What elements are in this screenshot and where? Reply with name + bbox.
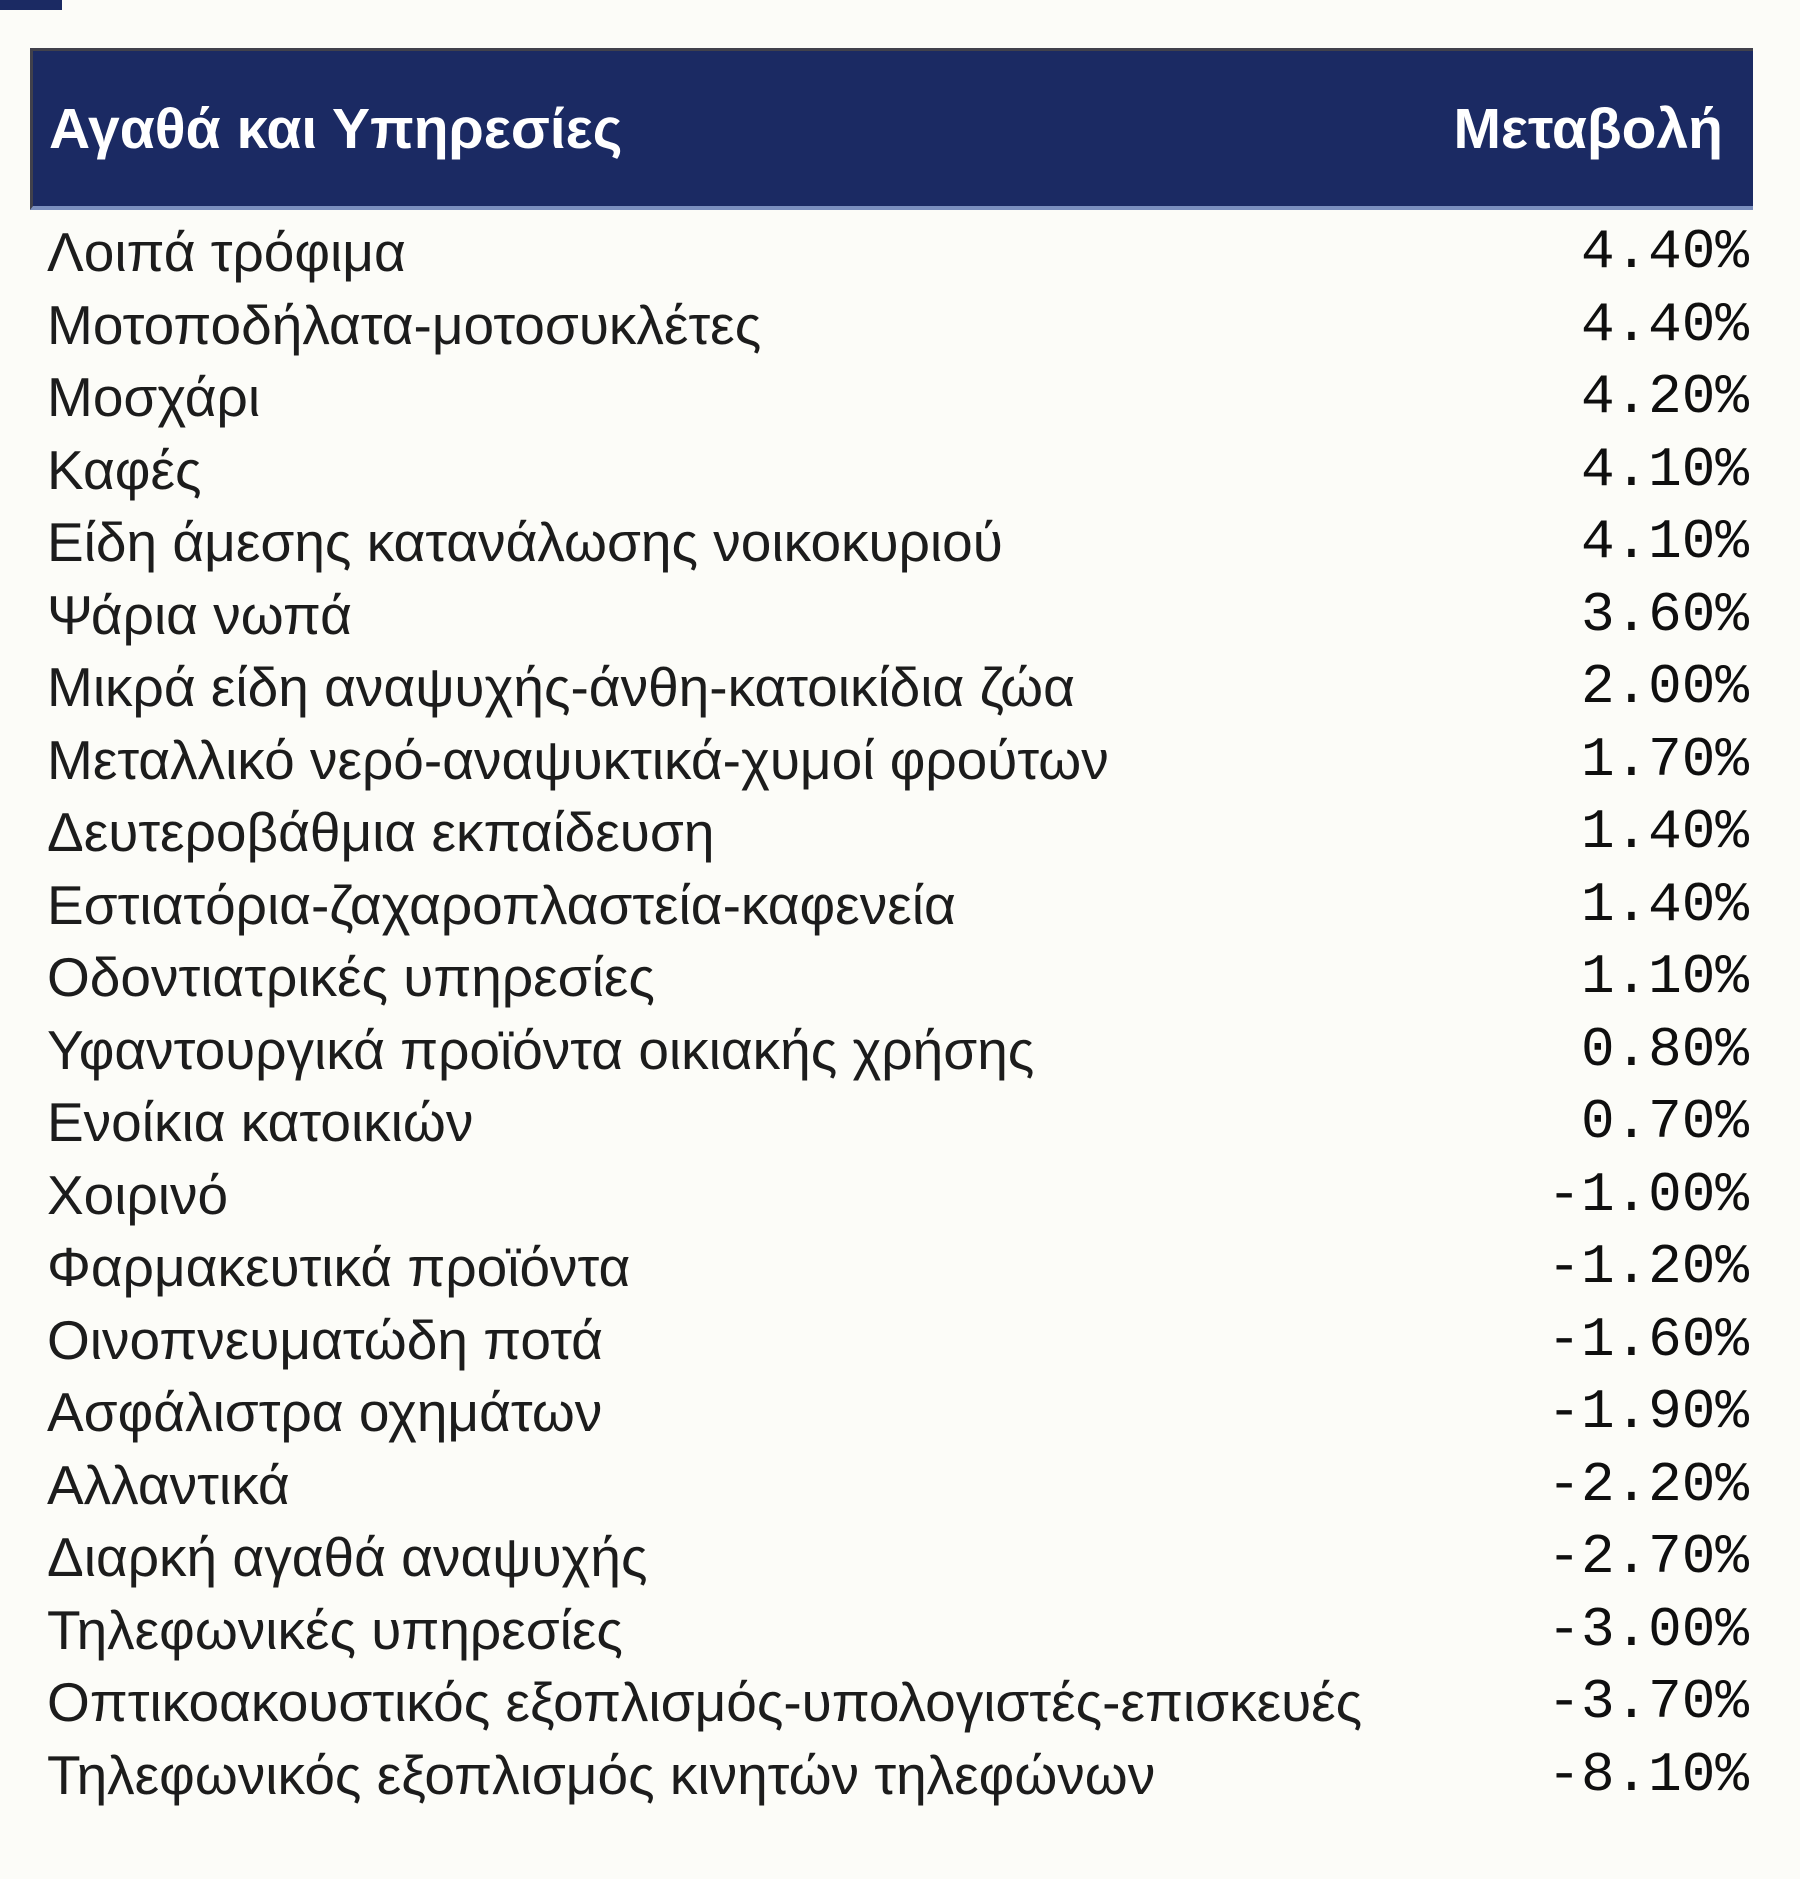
table-row: Είδη άμεσης κατανάλωσης νοικοκυριού 4.10% — [30, 506, 1753, 579]
change-value: 4.40% — [1580, 292, 1749, 357]
table-row: Διαρκή αγαθά αναψυχής -2.70% — [30, 1521, 1753, 1594]
category-label: Διαρκή αγαθά αναψυχής — [47, 1526, 648, 1589]
table-row: Εστιατόρια-ζαχαροπλαστεία-καφενεία 1.40% — [30, 869, 1753, 942]
table-row: Ασφάλιστρα οχημάτων -1.90% — [30, 1376, 1753, 1449]
category-label: Τηλεφωνικός εξοπλισμός κινητών τηλεφώνων — [47, 1743, 1156, 1806]
category-label: Υφαντουργικά προϊόντα οικιακής χρήσης — [47, 1018, 1035, 1081]
table-row: Μοσχάρι 4.20% — [30, 361, 1753, 434]
category-label: Καφές — [47, 438, 202, 501]
change-value: 1.40% — [1580, 872, 1749, 937]
category-label: Αλλαντικά — [47, 1453, 290, 1516]
column-header-goods-services: Αγαθά και Υπηρεσίες — [49, 96, 623, 161]
change-value: -3.70% — [1547, 1670, 1749, 1735]
table-body: Λοιπά τρόφιμα 4.40% Μοτοποδήλατα-μοτοσυκλέ… — [30, 210, 1753, 1811]
table-row: Μικρά είδη αναψυχής-άνθη-κατοικίδια ζώα 2… — [30, 651, 1753, 724]
category-label: Οδοντιατρικές υπηρεσίες — [47, 946, 655, 1009]
category-label: Λοιπά τρόφιμα — [47, 221, 406, 284]
table-row: Τηλεφωνικός εξοπλισμός κινητών τηλεφώνων… — [30, 1739, 1753, 1812]
table-row: Οινοπνευματώδη ποτά -1.60% — [30, 1304, 1753, 1377]
category-label: Οινοπνευματώδη ποτά — [47, 1308, 603, 1371]
change-value: 4.10% — [1580, 437, 1749, 502]
change-value: 1.70% — [1580, 727, 1749, 792]
category-label: Ενοίκια κατοικιών — [47, 1091, 474, 1154]
change-value: 4.20% — [1580, 365, 1749, 430]
category-label: Φαρμακευτικά προϊόντα — [47, 1236, 631, 1299]
table-row: Οπτικοακουστικός εξοπλισμός-υπολογιστές-… — [30, 1666, 1753, 1739]
category-label: Ψάρια νωπά — [47, 583, 352, 646]
change-value: -2.70% — [1547, 1525, 1749, 1590]
category-label: Οπτικοακουστικός εξοπλισμός-υπολογιστές-… — [47, 1671, 1363, 1734]
change-value: -8.10% — [1547, 1742, 1749, 1807]
table-row: Τηλεφωνικές υπηρεσίες -3.00% — [30, 1594, 1753, 1667]
change-value: 0.70% — [1580, 1090, 1749, 1155]
category-label: Είδη άμεσης κατανάλωσης νοικοκυριού — [47, 511, 1003, 574]
top-edge-artifact — [0, 0, 62, 10]
table-row: Ψάρια νωπά 3.60% — [30, 579, 1753, 652]
table-header-row: Αγαθά και Υπηρεσίες Μεταβολή — [30, 48, 1753, 210]
category-label: Μικρά είδη αναψυχής-άνθη-κατοικίδια ζώα — [47, 656, 1075, 719]
table-row: Ενοίκια κατοικιών 0.70% — [30, 1086, 1753, 1159]
change-value: 2.00% — [1580, 655, 1749, 720]
change-value: 0.80% — [1580, 1017, 1749, 1082]
table-row: Αλλαντικά -2.20% — [30, 1449, 1753, 1522]
table-row: Φαρμακευτικά προϊόντα -1.20% — [30, 1231, 1753, 1304]
change-value: -1.20% — [1547, 1235, 1749, 1300]
column-header-change: Μεταβολή — [1453, 96, 1723, 161]
change-value: 4.40% — [1580, 220, 1749, 285]
category-label: Μοτοποδήλατα-μοτοσυκλέτες — [47, 293, 762, 356]
table-row: Υφαντουργικά προϊόντα οικιακής χρήσης 0.8… — [30, 1014, 1753, 1087]
change-value: -1.60% — [1547, 1307, 1749, 1372]
table-row: Καφές 4.10% — [30, 434, 1753, 507]
price-change-table: Αγαθά και Υπηρεσίες Μεταβολή Λοιπά τρόφι… — [30, 48, 1753, 1811]
category-label: Εστιατόρια-ζαχαροπλαστεία-καφενεία — [47, 873, 956, 936]
change-value: -1.00% — [1547, 1162, 1749, 1227]
change-value: 1.10% — [1580, 945, 1749, 1010]
category-label: Ασφάλιστρα οχημάτων — [47, 1381, 603, 1444]
category-label: Τηλεφωνικές υπηρεσίες — [47, 1598, 623, 1661]
table-row: Οδοντιατρικές υπηρεσίες 1.10% — [30, 941, 1753, 1014]
change-value: -2.20% — [1547, 1452, 1749, 1517]
change-value: 3.60% — [1580, 582, 1749, 647]
table-row: Μεταλλικό νερό-αναψυκτικά-χυμοί φρούτων 1… — [30, 724, 1753, 797]
table-row: Λοιπά τρόφιμα 4.40% — [30, 216, 1753, 289]
category-label: Δευτεροβάθμια εκπαίδευση — [47, 801, 715, 864]
category-label: Μεταλλικό νερό-αναψυκτικά-χυμοί φρούτων — [47, 728, 1109, 791]
change-value: -3.00% — [1547, 1597, 1749, 1662]
table-row: Μοτοποδήλατα-μοτοσυκλέτες 4.40% — [30, 289, 1753, 362]
category-label: Μοσχάρι — [47, 366, 261, 429]
change-value: -1.90% — [1547, 1380, 1749, 1445]
change-value: 4.10% — [1580, 510, 1749, 575]
category-label: Χοιρινό — [47, 1163, 229, 1226]
table-row: Δευτεροβάθμια εκπαίδευση 1.40% — [30, 796, 1753, 869]
change-value: 1.40% — [1580, 800, 1749, 865]
table-row: Χοιρινό -1.00% — [30, 1159, 1753, 1232]
